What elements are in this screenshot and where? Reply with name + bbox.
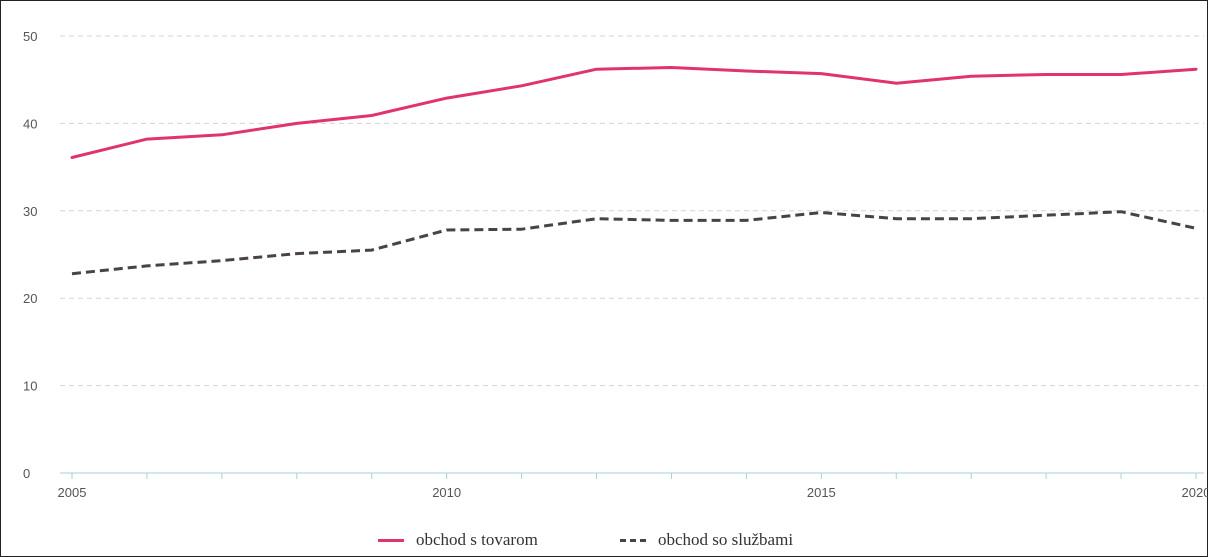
data-point (369, 113, 374, 118)
data-point (1194, 226, 1199, 231)
series-line-0 (70, 66, 1198, 159)
data-point (969, 216, 974, 221)
data-point (1119, 209, 1124, 214)
data-point (669, 218, 674, 223)
data-point (819, 210, 824, 215)
data-point (894, 81, 899, 86)
chart-legend: obchod s tovarom obchod so službami (0, 528, 1208, 552)
data-point (144, 263, 149, 268)
y-tick-label: 50 (23, 29, 37, 44)
data-point (444, 96, 449, 101)
x-tick-label: 2010 (432, 485, 461, 500)
series-line-1 (71, 210, 1197, 276)
data-point (669, 65, 674, 70)
legend-label: obchod so službami (658, 530, 794, 549)
data-point (894, 216, 899, 221)
data-point (744, 68, 749, 73)
legend-item-series-0[interactable]: obchod s tovarom (378, 528, 538, 552)
y-tick-label: 30 (23, 204, 37, 219)
data-point (1044, 72, 1049, 77)
data-point (70, 155, 75, 160)
legend-item-series-1[interactable]: obchod so službami (620, 528, 793, 552)
data-point (744, 218, 749, 223)
data-point (219, 258, 224, 263)
data-point (519, 227, 524, 232)
data-point (444, 228, 449, 233)
data-point (1194, 67, 1199, 72)
data-point (219, 132, 224, 137)
data-point (819, 71, 824, 76)
data-point (294, 251, 299, 256)
x-tick-label: 2015 (807, 485, 836, 500)
legend-swatch-dashed (620, 538, 646, 542)
y-tick-label: 40 (23, 116, 37, 131)
line-chart: 0 10 20 30 40 50 2005 2010 2015 2020 (23, 29, 1208, 500)
data-point (144, 137, 149, 142)
data-point (1044, 213, 1049, 218)
data-point (594, 216, 599, 221)
data-point (70, 271, 75, 276)
y-tick-label: 20 (23, 291, 37, 306)
x-tick-label: 2005 (58, 485, 87, 500)
data-point (594, 67, 599, 72)
data-point (1119, 72, 1124, 77)
x-tick-label: 2020 (1182, 485, 1208, 500)
y-tick-label: 10 (23, 379, 37, 394)
legend-swatch-solid (378, 538, 404, 542)
y-tick-label: 0 (23, 466, 30, 481)
legend-label: obchod s tovarom (416, 530, 538, 549)
data-point (294, 121, 299, 126)
data-point (519, 83, 524, 88)
data-point (369, 248, 374, 253)
data-point (969, 74, 974, 79)
